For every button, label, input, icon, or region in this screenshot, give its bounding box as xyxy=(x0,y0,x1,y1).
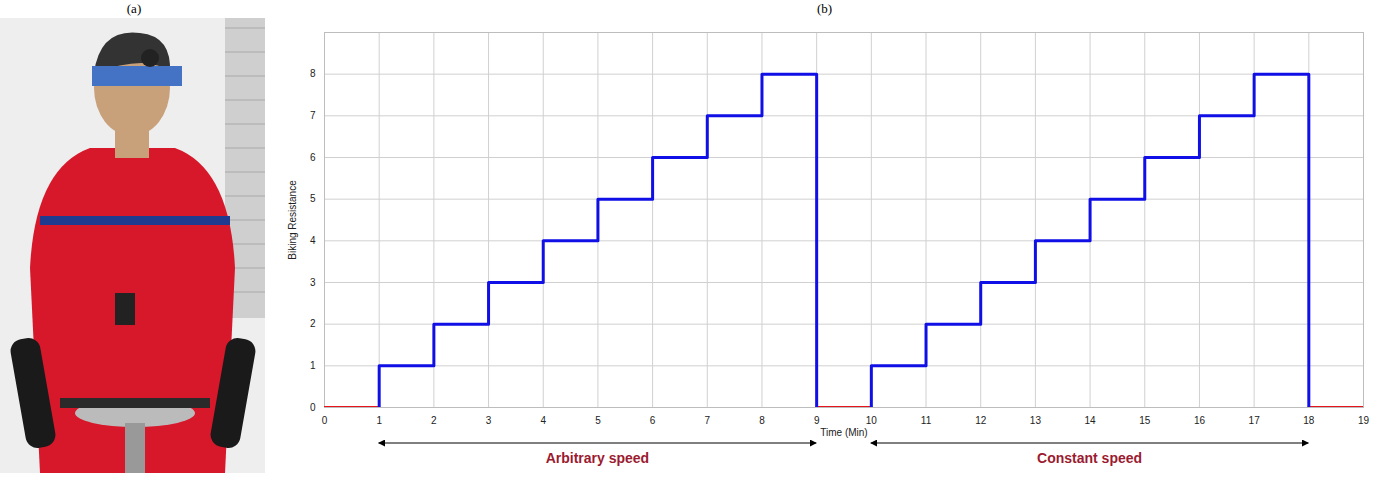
svg-text:13: 13 xyxy=(1030,415,1042,426)
svg-text:14: 14 xyxy=(1085,415,1097,426)
svg-text:5: 5 xyxy=(310,193,316,204)
svg-text:12: 12 xyxy=(975,415,987,426)
svg-text:1: 1 xyxy=(310,360,316,371)
svg-text:3: 3 xyxy=(310,277,316,288)
svg-text:2: 2 xyxy=(310,318,316,329)
html-text:(b): (b) xyxy=(816,1,833,16)
svg-text:7: 7 xyxy=(705,415,711,426)
svg-text:Constant speed: Constant speed xyxy=(1037,450,1142,466)
svg-text:11: 11 xyxy=(921,415,932,426)
svg-text:6: 6 xyxy=(650,415,656,426)
svg-text:19: 19 xyxy=(1358,415,1370,426)
svg-text:10: 10 xyxy=(866,415,878,426)
svg-text:16: 16 xyxy=(1194,415,1206,426)
svg-text:18: 18 xyxy=(1303,415,1315,426)
svg-text:Time (Min): Time (Min) xyxy=(820,427,867,438)
svg-text:5: 5 xyxy=(595,415,601,426)
svg-text:9: 9 xyxy=(814,415,820,426)
svg-text:0: 0 xyxy=(322,415,328,426)
svg-text:17: 17 xyxy=(1249,415,1261,426)
svg-text:8: 8 xyxy=(310,68,316,79)
svg-text:6: 6 xyxy=(310,152,316,163)
svg-text:8: 8 xyxy=(759,415,765,426)
svg-text:0: 0 xyxy=(310,402,316,413)
svg-text:4: 4 xyxy=(540,415,546,426)
svg-text:15: 15 xyxy=(1139,415,1151,426)
svg-text:3: 3 xyxy=(486,415,492,426)
svg-text:7: 7 xyxy=(310,110,316,121)
svg-text:4: 4 xyxy=(310,235,316,246)
svg-text:1: 1 xyxy=(376,415,382,426)
svg-text:Biking Resistance: Biking Resistance xyxy=(287,180,298,260)
svg-text:Arbitrary speed: Arbitrary speed xyxy=(546,450,649,466)
svg-text:2: 2 xyxy=(431,415,437,426)
html-text:(a): (a) xyxy=(126,1,142,16)
